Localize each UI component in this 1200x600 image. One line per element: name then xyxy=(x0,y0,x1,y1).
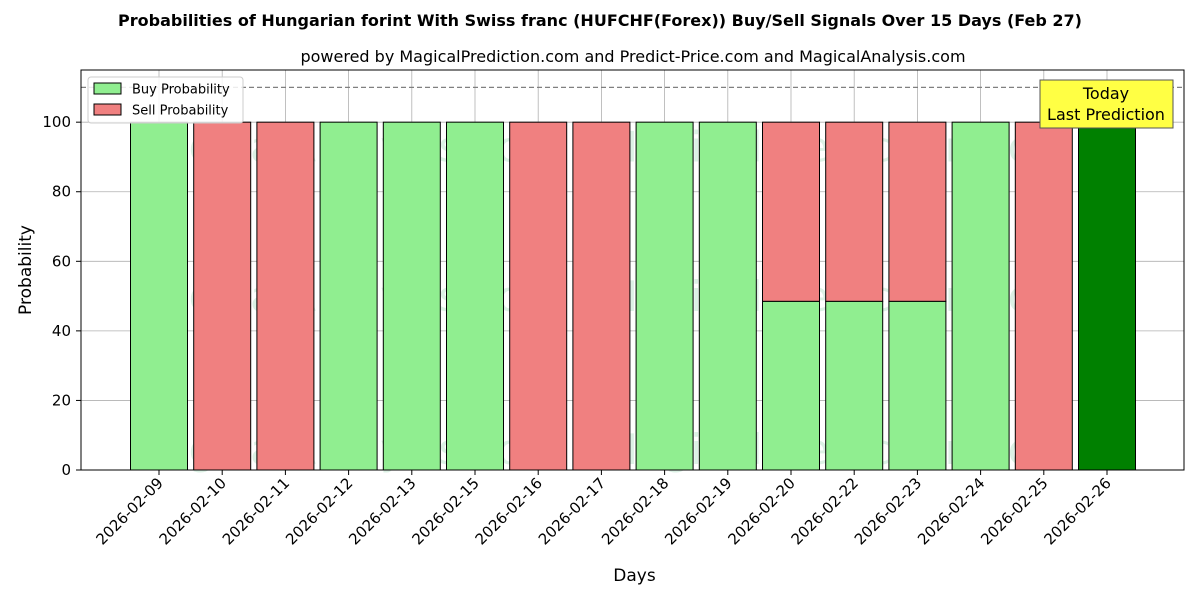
x-tick-label: 2026-02-24 xyxy=(914,474,988,548)
x-tick-label: 2026-02-10 xyxy=(156,474,230,548)
bar-sell xyxy=(509,121,568,471)
y-tick-label: 100 xyxy=(42,113,71,131)
legend-label: Sell Probability xyxy=(132,104,229,119)
x-tick-label: 2026-02-09 xyxy=(92,474,166,548)
y-tick-label: 20 xyxy=(52,391,71,409)
bars xyxy=(130,121,1136,471)
x-axis-ticks: 2026-02-092026-02-102026-02-112026-02-12… xyxy=(92,470,1115,548)
x-tick-label: 2026-02-15 xyxy=(408,474,482,548)
y-tick-label: 0 xyxy=(61,461,71,479)
bar-sell xyxy=(256,121,315,471)
y-tick-label: 40 xyxy=(52,322,71,340)
bar-sell xyxy=(825,121,884,302)
y-tick-label: 60 xyxy=(52,252,71,270)
chart-title: Probabilities of Hungarian forint With S… xyxy=(118,11,1082,30)
legend-swatch xyxy=(93,82,122,95)
bar-buy xyxy=(446,121,504,471)
x-axis-label: Days xyxy=(613,566,656,586)
legend-label: Buy Probability xyxy=(132,83,230,98)
today-line-1: Today xyxy=(1082,84,1129,103)
bar-buy xyxy=(319,121,378,471)
axes-frame xyxy=(80,69,1185,471)
bar-buy xyxy=(825,300,884,471)
today-line-2: Last Prediction xyxy=(1047,105,1165,124)
x-tick-label: 2026-02-25 xyxy=(977,474,1051,548)
today-annotation: Today Last Prediction xyxy=(1039,79,1174,129)
bar-buy xyxy=(888,300,947,471)
x-tick-label: 2026-02-17 xyxy=(535,474,609,548)
x-tick-label: 2026-02-16 xyxy=(472,474,546,548)
bar-sell xyxy=(1014,121,1073,471)
x-tick-label: 2026-02-19 xyxy=(661,474,735,548)
bar-buy xyxy=(635,121,694,471)
x-tick-label: 2026-02-18 xyxy=(598,474,672,548)
bar-buy xyxy=(951,121,1010,471)
bar-sell xyxy=(762,121,820,302)
bar-buy xyxy=(1078,121,1136,471)
x-tick-label: 2026-02-12 xyxy=(282,474,356,548)
chart-subtitle: powered by MagicalPrediction.com and Pre… xyxy=(300,47,965,66)
y-axis-ticks: 0 20 40 60 80 100 xyxy=(42,113,81,479)
legend-swatch xyxy=(93,103,122,116)
bar-buy xyxy=(130,121,188,471)
bar-sell xyxy=(193,121,252,471)
y-tick-label: 80 xyxy=(52,183,71,201)
bar-buy xyxy=(698,121,757,471)
bar-buy xyxy=(762,300,820,471)
y-axis-label: Probability xyxy=(16,225,36,315)
today-box-frame xyxy=(1039,79,1174,129)
x-tick-label: 2026-02-23 xyxy=(851,474,925,548)
bar-buy xyxy=(382,121,441,471)
x-tick-label: 2026-02-20 xyxy=(724,474,798,548)
legend-frame xyxy=(87,76,244,124)
x-tick-label: 2026-02-22 xyxy=(788,474,862,548)
x-tick-label: 2026-02-13 xyxy=(345,474,419,548)
x-tick-label: 2026-02-26 xyxy=(1040,474,1114,548)
bar-sell xyxy=(888,121,947,302)
legend: Buy Probability Sell Probability xyxy=(87,76,244,124)
bar-sell xyxy=(572,121,631,471)
x-tick-label: 2026-02-11 xyxy=(219,474,293,548)
